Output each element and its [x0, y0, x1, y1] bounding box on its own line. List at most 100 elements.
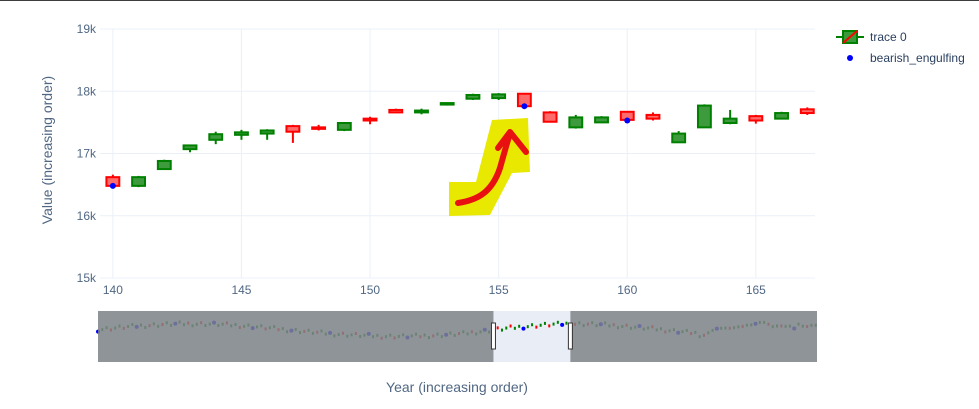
candle-body — [722, 117, 738, 124]
legend-label-bearish-engulfing: bearish_engulfing — [870, 51, 965, 65]
candle — [799, 107, 815, 115]
candle-body — [285, 125, 301, 133]
legend-item-trace-0[interactable]: trace 0 — [836, 30, 907, 44]
candle — [722, 109, 738, 125]
candle-body — [748, 115, 764, 122]
candle-body — [336, 121, 352, 131]
candle — [671, 131, 687, 144]
bearish-engulfing-point — [624, 117, 631, 124]
candle — [439, 102, 455, 106]
candle — [542, 111, 558, 123]
x-tick-label: 145 — [231, 283, 251, 297]
bearish-engulfing-point — [521, 103, 528, 110]
candle — [234, 129, 249, 140]
candle-body — [259, 129, 275, 135]
candle — [491, 93, 507, 100]
legend: trace 0 bearish_engulfing — [836, 30, 965, 65]
candle — [594, 116, 609, 124]
candle — [465, 93, 481, 100]
red-arrow-head — [495, 129, 529, 155]
range-slider[interactable] — [96, 311, 817, 362]
legend-dot-icon — [847, 55, 853, 61]
candle — [568, 114, 584, 129]
x-tick-label: 140 — [103, 283, 123, 297]
slider-preview-mark — [500, 328, 503, 332]
bearish-engulfing-series — [109, 103, 631, 189]
y-tick-label: 18k — [77, 84, 97, 98]
slider-preview-mark — [531, 323, 534, 327]
y-axis-title: Value (increasing order) — [39, 76, 55, 224]
slider-preview-mark — [496, 326, 499, 330]
x-axis-ticks: 140 145 150 155 160 165 — [103, 283, 766, 297]
slider-preview-mark — [552, 322, 555, 326]
candle-body — [696, 104, 712, 129]
candle-body — [439, 102, 455, 106]
slider-preview-mark — [548, 324, 551, 328]
candle-body — [156, 159, 172, 171]
y-tick-label: 19k — [77, 22, 97, 36]
slider-preview-mark — [556, 320, 559, 324]
candle-body — [208, 133, 224, 141]
candle — [696, 104, 712, 129]
legend-label-trace-0: trace 0 — [870, 30, 907, 44]
gridlines — [100, 28, 815, 279]
candle — [311, 124, 327, 131]
y-tick-label: 15k — [77, 271, 97, 285]
candle — [774, 111, 789, 120]
candle-body — [131, 176, 147, 187]
candle — [516, 92, 532, 108]
candle-body — [234, 131, 249, 136]
slider-preview-mark — [505, 326, 508, 330]
legend-item-bearish-engulfing[interactable]: bearish_engulfing — [847, 51, 965, 65]
candle — [645, 112, 661, 121]
candle-body — [799, 108, 815, 115]
top-border-line — [0, 0, 979, 1]
candle-body — [774, 112, 789, 120]
y-tick-label: 16k — [77, 209, 97, 223]
candle-body — [388, 108, 404, 114]
slider-preview-mark — [513, 326, 516, 330]
candle-body — [568, 116, 584, 129]
bearish-engulfing-point — [109, 182, 116, 189]
y-axis-ticks: 15k 16k 17k 18k 19k — [77, 22, 97, 285]
candle — [362, 116, 378, 125]
candle — [336, 121, 352, 132]
x-axis-title: Year (increasing order) — [386, 379, 528, 395]
x-tick-label: 155 — [489, 283, 509, 297]
candle-body — [182, 144, 198, 151]
x-tick-label: 150 — [360, 283, 380, 297]
candle — [748, 114, 764, 124]
candle — [156, 159, 172, 171]
y-tick-label: 17k — [77, 147, 97, 161]
candle — [259, 129, 275, 140]
candle — [131, 175, 147, 188]
candle — [388, 108, 404, 114]
red-arrow-stroke — [455, 131, 513, 206]
candle — [285, 124, 301, 143]
candle-body — [414, 109, 429, 114]
hand-drawn-arrow-annotation — [449, 118, 530, 216]
candle — [414, 108, 429, 115]
candle — [208, 131, 224, 145]
candlestick-series — [105, 92, 815, 188]
slider-preview-mark — [526, 325, 529, 329]
candle-body — [465, 93, 481, 100]
slider-preview-mark — [539, 323, 542, 327]
range-slider-handle-right[interactable] — [567, 322, 573, 350]
candle-body — [645, 113, 661, 120]
candle-body — [671, 132, 687, 144]
candle-body — [311, 126, 327, 130]
candle-body — [491, 93, 507, 100]
slider-preview-mark — [509, 324, 512, 328]
candle-body — [362, 117, 378, 122]
candle-body — [594, 116, 609, 124]
slider-preview-mark — [535, 325, 538, 329]
candle — [182, 144, 198, 153]
slider-preview-mark — [565, 321, 568, 325]
slider-preview-mark — [518, 324, 521, 328]
range-slider-handle-left[interactable] — [490, 322, 496, 350]
slider-preview-point — [521, 326, 526, 331]
x-tick-label: 165 — [746, 283, 766, 297]
range-slider-mask-right — [570, 311, 817, 362]
